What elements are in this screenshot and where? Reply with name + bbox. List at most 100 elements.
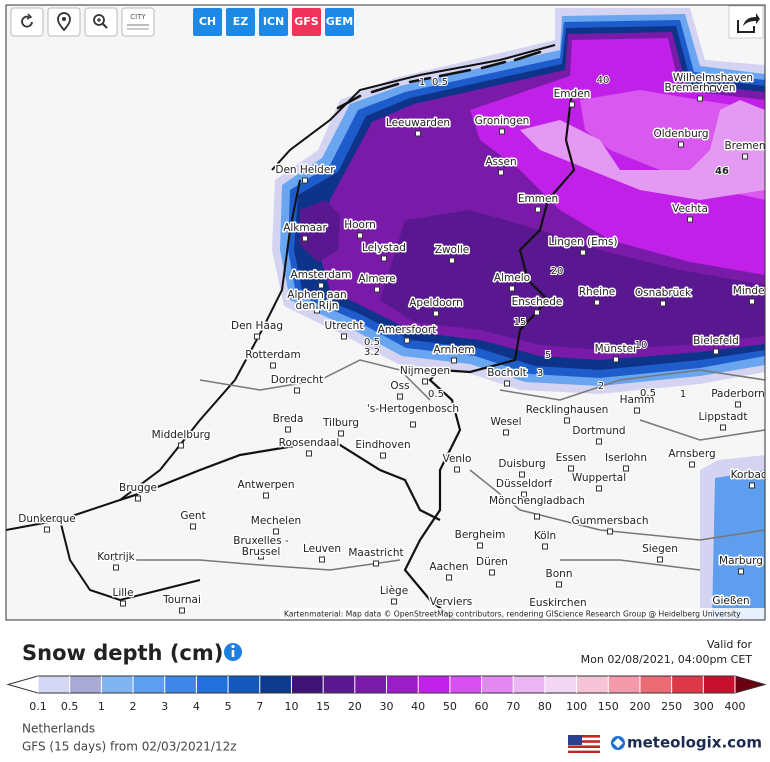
share-button[interactable] [728, 5, 764, 39]
model-button-label: GFS [294, 15, 319, 28]
city-label: Leeuwarden [386, 117, 450, 129]
model-button[interactable]: EZ [226, 8, 255, 36]
city-marker [302, 235, 308, 242]
city-marker [318, 282, 324, 289]
city-label: Bonn [546, 568, 573, 580]
location-button[interactable] [47, 7, 81, 37]
brand-name: meteologix.com [627, 734, 762, 752]
contour-label: 5 [545, 350, 551, 361]
city-label: Kortrijk [97, 551, 135, 563]
colorbar-swatch [608, 676, 641, 693]
city-marker [489, 569, 495, 576]
city-label: Hamm [620, 394, 655, 406]
city-label: Brugge [119, 482, 157, 494]
city-marker [258, 553, 264, 560]
city-marker [713, 348, 719, 355]
brand-logo [611, 736, 625, 750]
city-marker [178, 442, 184, 449]
colorbar-tick-label: 7 [256, 700, 263, 713]
city-label: Dortmund [572, 425, 625, 437]
colorbar-tick-label: 250 [661, 700, 682, 713]
city-label: Tournai [162, 594, 201, 606]
city-marker [509, 285, 515, 292]
city-marker [397, 393, 403, 400]
colorbar-swatch [386, 676, 419, 693]
city-label: Lille [112, 587, 133, 599]
city-marker [391, 598, 397, 605]
colorbar-swatch [133, 676, 166, 693]
city-marker [503, 429, 509, 436]
city-label: Almere [358, 273, 395, 285]
zoom-button[interactable] [84, 7, 118, 37]
contour-label: 3 [537, 368, 543, 379]
model-button[interactable]: ICN [259, 8, 288, 36]
colorbar-swatch [576, 676, 609, 693]
colorbar-swatch [449, 676, 483, 693]
contour-label: 10 [635, 340, 648, 351]
city-marker [564, 417, 570, 424]
city-marker [521, 491, 527, 498]
colorbar-tick-label: 200 [629, 700, 650, 713]
city-marker [689, 461, 695, 468]
city-label: Maastricht [348, 547, 403, 559]
contour-label: 20 [551, 266, 564, 277]
city-marker [254, 333, 260, 340]
city-marker [660, 300, 666, 307]
contour-label: 46 [715, 166, 729, 177]
colorbar-swatch [38, 676, 71, 693]
city-marker [270, 362, 276, 369]
city-label: Bielefeld [693, 335, 739, 347]
city-label: Bruxelles -Brussel [233, 535, 289, 558]
city-label: Den Helder [275, 164, 335, 176]
city-marker [678, 141, 684, 148]
city-marker [596, 438, 602, 445]
contour-label: 2 [598, 381, 604, 392]
city-label: Wilhelmshaven [673, 72, 753, 84]
city-label: Zwolle [435, 244, 470, 256]
info-icon[interactable] [224, 643, 242, 661]
city-marker [568, 465, 574, 472]
city-label: Arnsberg [668, 448, 715, 460]
city-label: Utrecht [325, 320, 364, 332]
city-label: Iserlohn [605, 452, 647, 464]
colorbar-tick-label: 3 [161, 700, 168, 713]
city-marker [613, 356, 619, 363]
contour-label: 40 [597, 75, 610, 86]
model-button-label: GEM [326, 15, 354, 28]
city-marker [285, 426, 291, 433]
model-button[interactable]: CH [193, 8, 222, 36]
model-button[interactable]: GFS [292, 8, 321, 36]
city-marker [433, 310, 439, 317]
city-marker [302, 177, 308, 184]
city-label: Duisburg [498, 458, 545, 470]
city-marker [190, 523, 196, 530]
city-label: Düsseldorf [496, 478, 552, 490]
national-border [403, 89, 576, 620]
model-button[interactable]: GEM [325, 8, 354, 36]
city-label: Den Haag [231, 320, 283, 332]
snow-layer-dark-purple [380, 210, 765, 350]
region-name: Netherlands [22, 722, 95, 736]
reload-button[interactable] [10, 7, 44, 37]
city-marker [742, 153, 748, 160]
colorbar-swatch [323, 676, 356, 693]
map-frame [5, 4, 766, 621]
colorbar-swatch [703, 676, 736, 693]
city-toggle-button[interactable]: CITY [121, 7, 155, 37]
city-marker [341, 333, 347, 340]
city-label: Roosendaal [279, 437, 340, 449]
colorbar-tick-label: 10 [284, 700, 298, 713]
valid-label: Valid for [707, 638, 753, 651]
city-marker [623, 465, 629, 472]
city-marker [504, 380, 510, 387]
regional-border [110, 359, 765, 571]
colorbar-over [734, 675, 767, 694]
city-marker [657, 556, 663, 563]
colorbar-tick-label: 5 [225, 700, 232, 713]
city-marker [569, 101, 575, 108]
city-label: Lingen (Ems) [548, 236, 617, 248]
city-label: Recklinghausen [526, 404, 609, 416]
city-label: 's-Hertogenbosch [367, 403, 459, 415]
colorbar-swatch [418, 676, 451, 693]
